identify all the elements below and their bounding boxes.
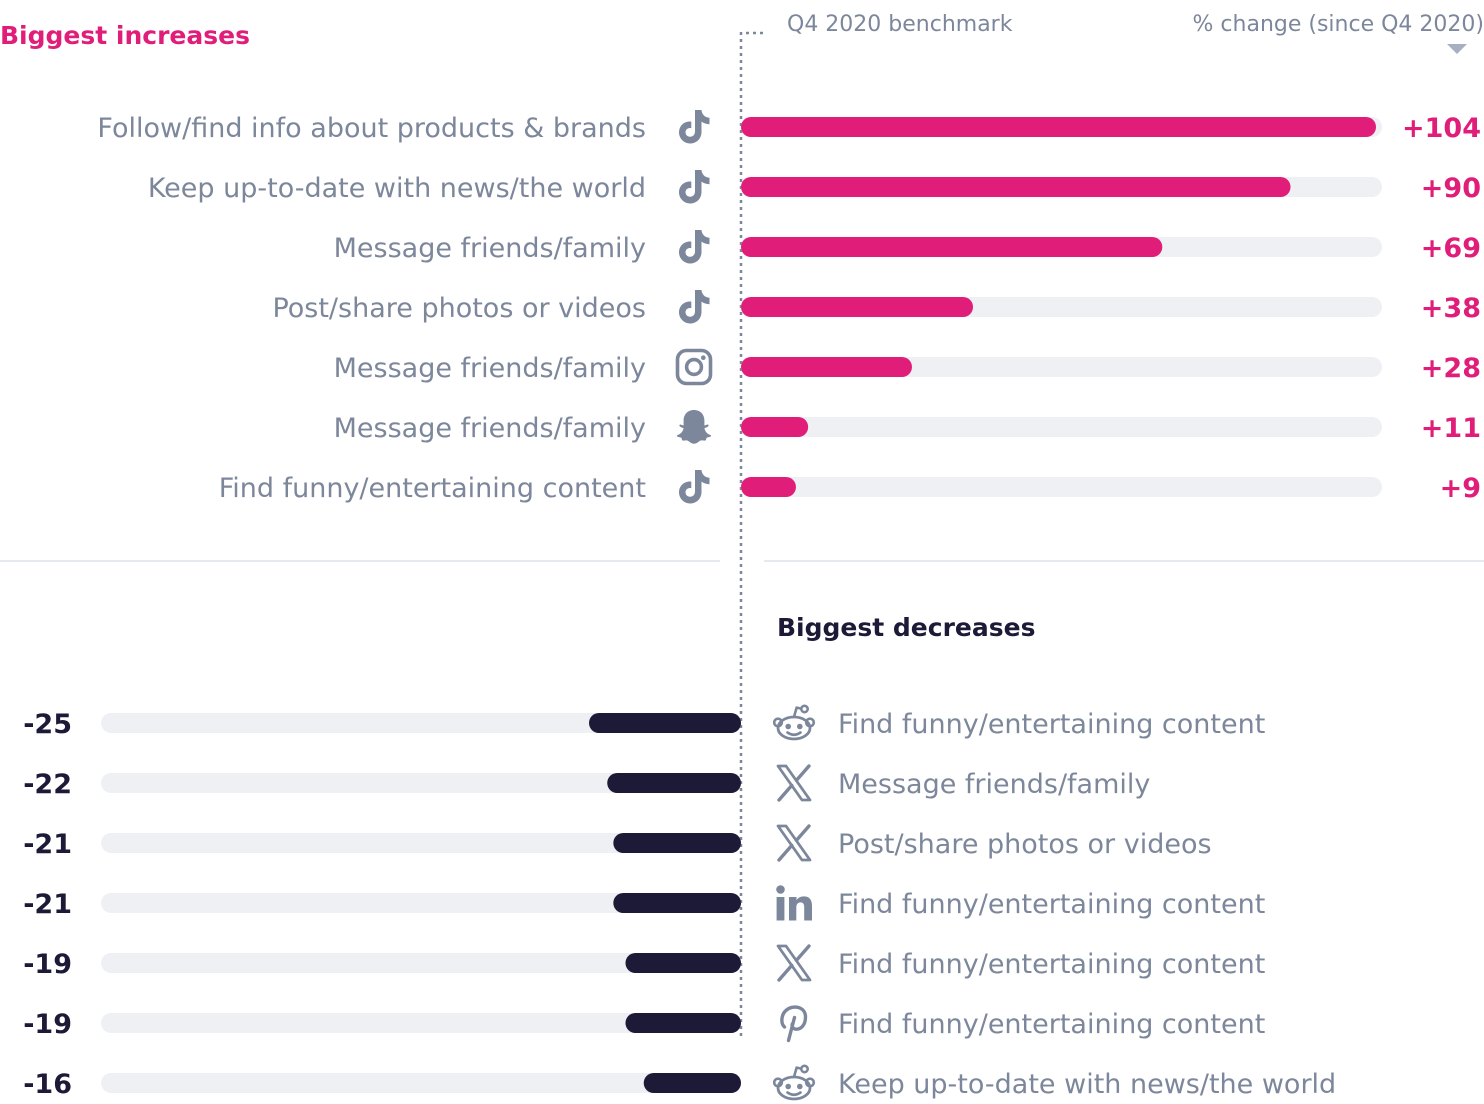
pinterest-icon	[780, 1005, 808, 1043]
title-biggest-decreases: Biggest decreases	[777, 613, 1035, 642]
tiktok-icon	[679, 230, 710, 264]
decrease-value: -16	[23, 1069, 72, 1100]
increase-label: Message friends/family	[334, 413, 646, 444]
increase-bar	[741, 357, 912, 377]
decrease-row: Keep up-to-date with news/the world -16	[23, 1064, 1336, 1101]
reddit-icon	[772, 704, 816, 741]
decrease-value: -22	[23, 769, 72, 800]
increase-bar	[741, 297, 974, 317]
increase-value: +69	[1421, 233, 1481, 264]
decrease-bar	[589, 713, 741, 733]
decrease-value: -25	[23, 709, 72, 740]
decrease-row: Find funny/entertaining content -19	[23, 944, 1265, 982]
decrease-label: Find funny/entertaining content	[838, 949, 1265, 980]
decrease-row: Post/share photos or videos -21	[23, 824, 1212, 862]
decrease-label: Post/share photos or videos	[838, 829, 1212, 860]
decrease-label: Find funny/entertaining content	[838, 1009, 1265, 1040]
increase-bar	[741, 177, 1291, 197]
decrease-bar	[613, 893, 741, 913]
tiktok-icon	[679, 290, 710, 324]
decrease-label: Find funny/entertaining content	[838, 709, 1265, 740]
increase-row: Message friends/family +28	[334, 348, 1481, 386]
decrease-value: -19	[23, 949, 72, 980]
x-icon	[776, 944, 812, 982]
bar-track	[741, 477, 1382, 497]
bar-track	[101, 833, 741, 853]
instagram-icon	[675, 348, 713, 386]
increase-label: Post/share photos or videos	[272, 293, 646, 324]
increase-bar	[741, 417, 809, 437]
increase-value: +28	[1421, 353, 1481, 384]
bar-track	[101, 773, 741, 793]
linkedin-icon	[776, 885, 812, 921]
x-icon	[776, 824, 812, 862]
tiktok-icon	[679, 110, 710, 144]
increase-label: Find funny/entertaining content	[219, 473, 646, 504]
increase-value: +9	[1440, 473, 1481, 504]
increase-value: +11	[1421, 413, 1481, 444]
decrease-row: Message friends/family -22	[23, 764, 1150, 802]
bar-track	[101, 953, 741, 973]
bar-track	[101, 713, 741, 733]
increase-label: Message friends/family	[334, 353, 646, 384]
tiktok-icon	[679, 170, 710, 204]
chart-rows: Follow/find info about products & brands…	[23, 110, 1481, 1101]
increase-row: Find funny/entertaining content +9	[219, 470, 1481, 504]
bar-track	[101, 893, 741, 913]
increase-row: Follow/find info about products & brands…	[97, 110, 1481, 144]
tiktok-icon	[679, 470, 710, 504]
decrease-label: Find funny/entertaining content	[838, 889, 1265, 920]
decrease-label: Keep up-to-date with news/the world	[838, 1069, 1336, 1100]
decrease-value: -19	[23, 1009, 72, 1040]
value-column-header: % change (since Q4 2020)	[1193, 12, 1484, 37]
increase-value: +90	[1421, 173, 1481, 204]
decrease-label: Message friends/family	[838, 769, 1150, 800]
decrease-row: Find funny/entertaining content -19	[23, 1005, 1265, 1043]
sort-triangle-icon	[1447, 44, 1467, 54]
snapchat-icon	[676, 410, 712, 444]
decrease-bar	[625, 1013, 741, 1033]
decrease-value: -21	[23, 889, 72, 920]
decrease-bar	[625, 953, 741, 973]
increase-value: +38	[1421, 293, 1481, 324]
increase-bar	[741, 477, 796, 497]
increase-row: Message friends/family +69	[334, 230, 1481, 264]
increase-label: Message friends/family	[334, 233, 646, 264]
increase-bar	[741, 117, 1376, 137]
title-biggest-increases: Biggest increases	[0, 21, 250, 50]
decrease-row: Find funny/entertaining content -21	[23, 885, 1265, 921]
bar-track	[101, 1013, 741, 1033]
benchmark-legend-label: Q4 2020 benchmark	[787, 12, 1013, 37]
bar-track	[101, 1073, 741, 1093]
increase-bar	[741, 237, 1163, 257]
decrease-value: -21	[23, 829, 72, 860]
increase-row: Post/share photos or videos +38	[272, 290, 1481, 324]
decrease-bar	[607, 773, 741, 793]
increase-label: Follow/find info about products & brands	[97, 113, 646, 144]
decrease-bar	[643, 1073, 741, 1093]
decrease-bar	[613, 833, 741, 853]
reddit-icon	[772, 1064, 816, 1101]
bar-track	[741, 417, 1382, 437]
increase-row: Message friends/family +11	[334, 410, 1481, 444]
increase-row: Keep up-to-date with news/the world +90	[148, 170, 1481, 204]
decrease-row: Find funny/entertaining content -25	[23, 704, 1265, 741]
increase-label: Keep up-to-date with news/the world	[148, 173, 646, 204]
x-icon	[776, 764, 812, 802]
increase-value: +104	[1402, 113, 1481, 144]
